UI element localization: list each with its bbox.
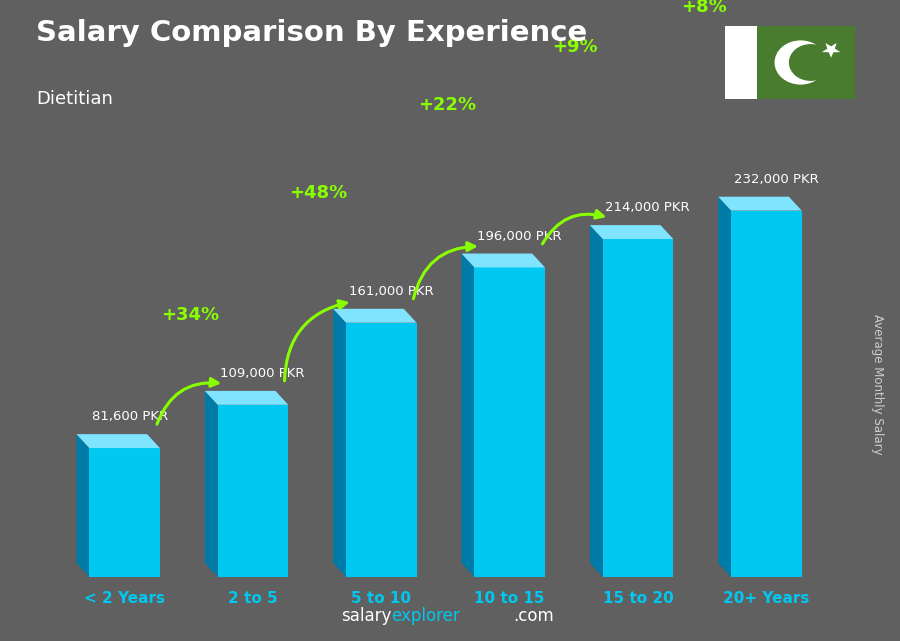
Polygon shape xyxy=(718,197,802,211)
Polygon shape xyxy=(590,225,603,577)
Text: +48%: +48% xyxy=(289,184,347,202)
Polygon shape xyxy=(333,309,417,322)
Text: Salary Comparison By Experience: Salary Comparison By Experience xyxy=(36,19,587,47)
Polygon shape xyxy=(590,225,673,239)
Polygon shape xyxy=(76,434,160,448)
Text: 81,600 PKR: 81,600 PKR xyxy=(92,410,168,423)
Polygon shape xyxy=(333,309,346,577)
Text: +9%: +9% xyxy=(553,38,598,56)
Circle shape xyxy=(775,40,827,85)
Text: 109,000 PKR: 109,000 PKR xyxy=(220,367,305,380)
Circle shape xyxy=(789,44,832,81)
Bar xyxy=(89,448,160,577)
Bar xyxy=(218,405,288,577)
Text: .com: .com xyxy=(513,607,554,625)
Text: 232,000 PKR: 232,000 PKR xyxy=(734,172,818,186)
Bar xyxy=(731,211,802,577)
Polygon shape xyxy=(462,254,474,577)
Text: explorer: explorer xyxy=(392,607,460,625)
Bar xyxy=(757,26,855,99)
Text: 196,000 PKR: 196,000 PKR xyxy=(477,229,562,242)
Text: Dietitian: Dietitian xyxy=(36,90,112,108)
Polygon shape xyxy=(76,434,89,577)
Text: +8%: +8% xyxy=(680,0,726,17)
Polygon shape xyxy=(822,43,841,58)
Polygon shape xyxy=(205,391,218,577)
Bar xyxy=(724,26,757,99)
Polygon shape xyxy=(718,197,731,577)
Bar xyxy=(346,322,417,577)
Text: +22%: +22% xyxy=(418,96,476,113)
Bar xyxy=(603,239,673,577)
Polygon shape xyxy=(462,254,545,267)
Text: Average Monthly Salary: Average Monthly Salary xyxy=(871,314,884,455)
Text: 161,000 PKR: 161,000 PKR xyxy=(348,285,433,298)
Polygon shape xyxy=(205,391,288,405)
Bar xyxy=(474,267,545,577)
Text: 214,000 PKR: 214,000 PKR xyxy=(606,201,690,214)
Text: +34%: +34% xyxy=(161,306,219,324)
Text: salary: salary xyxy=(341,607,392,625)
